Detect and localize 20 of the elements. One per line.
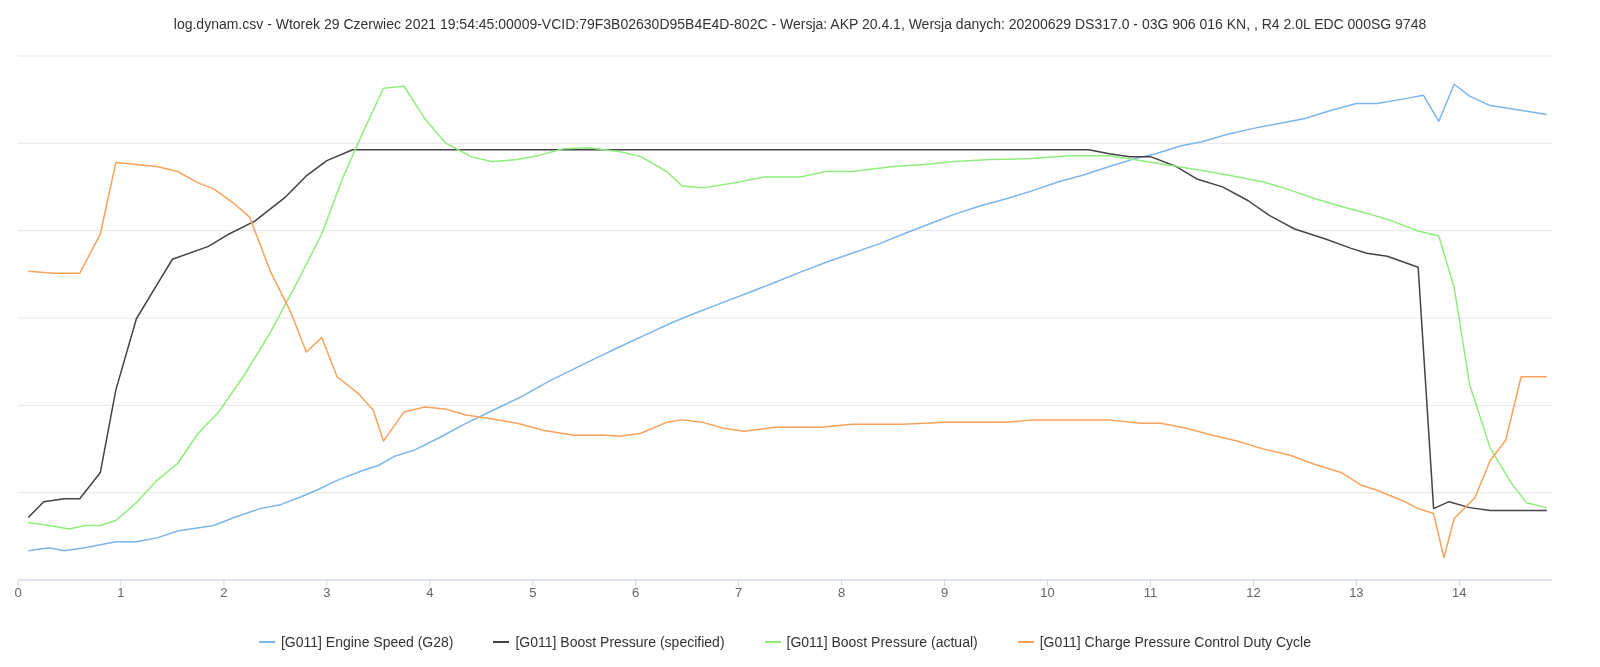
x-tick-label: 12 bbox=[1246, 585, 1261, 601]
x-tick-label: 10 bbox=[1040, 585, 1055, 601]
x-tick-label: 7 bbox=[735, 585, 743, 601]
x-tick-label: 3 bbox=[323, 585, 331, 601]
legend-label: [G011] Charge Pressure Control Duty Cycle bbox=[1039, 634, 1312, 650]
x-tick-label: 8 bbox=[838, 585, 846, 601]
legend-label: [G011] Boost Pressure (actual) bbox=[786, 634, 978, 650]
x-tick-label: 0 bbox=[14, 585, 22, 601]
x-tick-label: 2 bbox=[220, 585, 228, 601]
x-tick-label: 13 bbox=[1349, 585, 1364, 601]
legend-label: [G011] Boost Pressure (specified) bbox=[515, 634, 725, 650]
x-tick-label: 11 bbox=[1143, 585, 1158, 601]
legend-label: [G011] Engine Speed (G28) bbox=[280, 634, 454, 650]
x-tick-label: 14 bbox=[1452, 585, 1467, 601]
x-tick-label: 6 bbox=[632, 585, 640, 601]
chart-title: log.dynam.csv - Wtorek 29 Czerwiec 2021 19:54:45:00009-VCID:79F3B02630D95B4E4D-802C - Wersja: AKP 20.4.1, Wersja danych: 20200629 DS317.0 - 03G 906 016 KN, , R4 2.0L EDC 000SG 9748 bbox=[172, 15, 1428, 34]
x-tick-label: 9 bbox=[940, 585, 949, 601]
x-tick-label: 4 bbox=[426, 585, 434, 601]
x-tick-label: 1 bbox=[117, 585, 125, 601]
x-tick-label: 5 bbox=[529, 585, 537, 601]
